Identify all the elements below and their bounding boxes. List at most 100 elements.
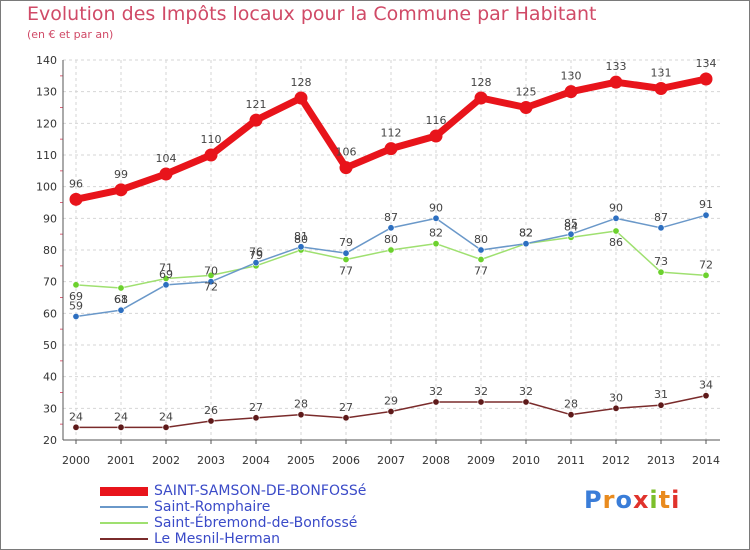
data-label-le-mesnil-herman-2014: 34 [699,379,713,392]
point-saint-samson-de-bonfoss-2007 [384,142,398,156]
legend-item-saint-romphaire[interactable]: Saint-Romphaire [100,499,366,515]
x-tick-label-2001: 2001 [107,454,135,467]
x-tick-label-2011: 2011 [557,454,585,467]
x-tick-label-2006: 2006 [332,454,360,467]
point-saint-bremond-de-bonfoss-2001 [117,284,125,292]
x-tick-label-2004: 2004 [242,454,270,467]
x-tick-label-2012: 2012 [602,454,630,467]
legend-item-saint-ebremond[interactable]: Saint-Ébremond-de-Bonfossé [100,515,366,531]
point-le-mesnil-herman-2012 [612,404,620,412]
point-le-mesnil-herman-2001 [117,423,125,431]
point-le-mesnil-herman-2009 [477,398,485,406]
data-label-saint-samson-de-bonfoss-2007: 112 [381,127,402,140]
data-label-le-mesnil-herman-2011: 28 [564,398,578,411]
point-le-mesnil-herman-2003 [207,417,215,425]
legend-swatch-saint-ebremond [100,522,148,524]
legend-label-saint-romphaire: Saint-Romphaire [154,499,271,515]
data-label-saint-romphaire-2014: 91 [699,198,713,211]
data-label-saint-bremond-de-bonfoss-2008: 82 [429,227,443,240]
x-tick-label-2005: 2005 [287,454,315,467]
legend-swatch-le-mesnil-herman [100,538,148,540]
point-saint-bremond-de-bonfoss-2008 [432,240,440,248]
data-label-saint-bremond-de-bonfoss-2006: 77 [339,265,353,278]
point-saint-bremond-de-bonfoss-2000 [72,281,80,289]
point-le-mesnil-herman-2010 [522,398,530,406]
data-label-le-mesnil-herman-2005: 28 [294,398,308,411]
data-label-le-mesnil-herman-2010: 32 [519,385,533,398]
data-label-saint-bremond-de-bonfoss-2003: 72 [204,280,218,293]
point-saint-romphaire-2007 [387,224,395,232]
point-saint-bremond-de-bonfoss-2014 [702,271,710,279]
y-tick-label-30: 30 [43,402,57,415]
data-label-saint-samson-de-bonfoss-2002: 104 [156,152,177,165]
data-label-saint-bremond-de-bonfoss-2004: 79 [249,249,263,262]
point-le-mesnil-herman-2013 [657,401,665,409]
y-tick-label-80: 80 [43,244,57,257]
data-label-saint-romphaire-2000: 59 [69,300,83,313]
x-tick-label-2000: 2000 [62,454,90,467]
point-le-mesnil-herman-2002 [162,423,170,431]
legend-label-saint-samson: SAINT-SAMSON-DE-BONFOSSé [154,483,367,499]
data-label-saint-samson-de-bonfoss-2011: 130 [561,70,582,83]
data-label-le-mesnil-herman-2013: 31 [654,388,668,401]
legend-label-le-mesnil-herman: Le Mesnil-Herman [154,531,281,547]
data-label-saint-bremond-de-bonfoss-2005: 80 [294,233,308,246]
point-saint-samson-de-bonfoss-2008 [429,129,443,143]
point-le-mesnil-herman-2014 [702,392,710,400]
x-tick-label-2010: 2010 [512,454,540,467]
data-label-saint-romphaire-2003: 70 [204,265,218,278]
point-saint-romphaire-2011 [567,230,575,238]
data-label-saint-samson-de-bonfoss-2010: 125 [516,86,537,99]
y-tick-label-110: 110 [36,149,57,162]
y-tick-label-40: 40 [43,371,57,384]
legend-item-saint-samson[interactable]: SAINT-SAMSON-DE-BONFOSSé [100,483,366,499]
data-label-saint-samson-de-bonfoss-2012: 133 [606,60,627,73]
data-label-saint-samson-de-bonfoss-2013: 131 [651,67,672,80]
series-layer [69,72,713,431]
y-tick-label-120: 120 [36,117,57,130]
point-saint-samson-de-bonfoss-2010 [519,101,533,114]
legend-item-le-mesnil-herman[interactable]: Le Mesnil-Herman [100,531,366,547]
data-label-saint-samson-de-bonfoss-2009: 128 [471,76,492,89]
data-label-saint-bremond-de-bonfoss-2013: 73 [654,255,668,268]
point-saint-bremond-de-bonfoss-2012 [612,227,620,235]
y-tick-label-50: 50 [43,339,57,352]
data-label-le-mesnil-herman-2000: 24 [69,410,83,423]
chart-subtitle: (en € et par an) [27,28,114,41]
point-saint-romphaire-2014 [702,211,710,219]
data-label-saint-romphaire-2011: 85 [564,217,578,230]
point-saint-bremond-de-bonfoss-2013 [657,268,665,276]
point-le-mesnil-herman-2005 [297,411,305,419]
data-label-saint-romphaire-2006: 79 [339,236,353,249]
data-label-le-mesnil-herman-2007: 29 [384,395,398,408]
data-label-le-mesnil-herman-2006: 27 [339,401,353,414]
data-label-le-mesnil-herman-2002: 24 [159,410,173,423]
point-saint-romphaire-2005 [297,243,305,251]
point-le-mesnil-herman-2006 [342,414,350,422]
data-label-layer: 24 24 24 26 27 28 27 29 32 32 32 28 30 31 34 69 68 71 72 79… [69,57,717,423]
x-tick-label-2009: 2009 [467,454,495,467]
x-tick-label-2003: 2003 [197,454,225,467]
point-saint-samson-de-bonfoss-2001 [114,183,128,197]
data-label-saint-bremond-de-bonfoss-2002: 71 [159,262,173,275]
point-saint-samson-de-bonfoss-2011 [564,85,578,99]
point-saint-bremond-de-bonfoss-2007 [387,246,395,254]
point-saint-bremond-de-bonfoss-2009 [477,255,485,263]
x-tick-label-2014: 2014 [692,454,720,467]
point-saint-samson-de-bonfoss-2002 [159,167,173,181]
point-saint-samson-de-bonfoss-2013 [654,82,668,95]
data-label-saint-romphaire-2002: 69 [159,268,173,281]
data-label-saint-romphaire-2001: 61 [114,293,128,306]
data-label-le-mesnil-herman-2003: 26 [204,404,218,417]
data-label-le-mesnil-herman-2008: 32 [429,385,443,398]
point-saint-bremond-de-bonfoss-2006 [342,255,350,263]
chart-title: Evolution des Impôts locaux pour la Comm… [27,3,597,25]
grid-layer [63,59,720,441]
proxiti-logo: Proxiti [584,486,681,514]
data-label-saint-bremond-de-bonfoss-2011: 84 [564,220,578,233]
point-saint-samson-de-bonfoss-2003 [204,148,218,162]
data-label-saint-samson-de-bonfoss-2000: 96 [69,177,83,190]
data-label-saint-romphaire-2009: 80 [474,233,488,246]
x-tick-label-2008: 2008 [422,454,450,467]
point-le-mesnil-herman-2000 [72,423,80,431]
